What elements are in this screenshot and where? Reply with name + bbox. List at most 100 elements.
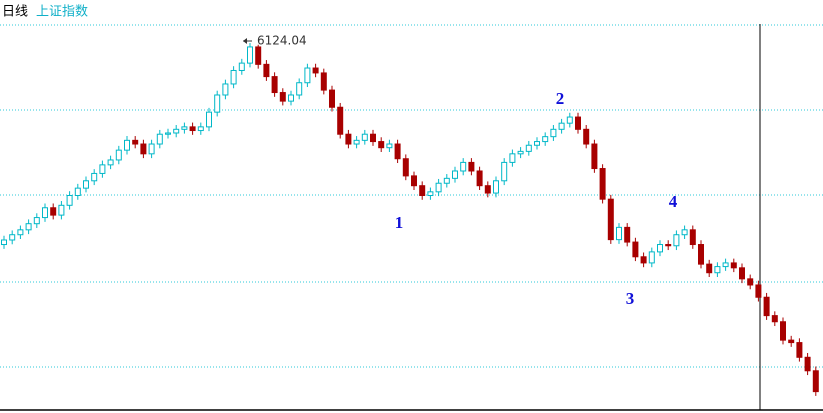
candle-body bbox=[33, 217, 40, 225]
candle-body bbox=[689, 229, 696, 246]
candle-body bbox=[411, 175, 417, 187]
candle-body bbox=[747, 278, 754, 286]
candle-body bbox=[42, 207, 48, 219]
candle-body bbox=[550, 128, 557, 138]
candle-body bbox=[714, 266, 721, 274]
candle-body bbox=[156, 133, 163, 145]
candle-body bbox=[648, 251, 655, 264]
candle-body bbox=[279, 92, 286, 102]
candle-body bbox=[230, 69, 237, 85]
candle-body bbox=[50, 207, 57, 216]
candle-body bbox=[189, 126, 196, 132]
candle-body bbox=[25, 223, 32, 231]
peak-arrow-head bbox=[243, 38, 247, 44]
candle-body bbox=[345, 133, 352, 145]
wave-label: 4 bbox=[669, 192, 678, 211]
candle-body bbox=[583, 128, 590, 145]
period-label: 日线 bbox=[2, 5, 28, 20]
candle-body bbox=[124, 139, 130, 151]
candle-body bbox=[706, 263, 713, 274]
candle-body bbox=[1, 239, 7, 246]
candle-body bbox=[788, 339, 795, 344]
wave-label: 1 bbox=[395, 213, 404, 232]
candle-body bbox=[780, 321, 786, 341]
candle-body bbox=[722, 262, 729, 268]
candle-body bbox=[361, 133, 368, 141]
candle-body bbox=[337, 106, 344, 135]
candle-body bbox=[591, 143, 598, 170]
candle-body bbox=[640, 256, 647, 264]
candle-body bbox=[66, 195, 73, 206]
candle-body bbox=[58, 204, 65, 216]
candle-body bbox=[247, 46, 253, 64]
candle-body bbox=[181, 126, 188, 130]
candle-body bbox=[804, 356, 811, 372]
candle-body bbox=[74, 187, 81, 197]
candle-body bbox=[148, 143, 155, 155]
candle-body bbox=[665, 244, 672, 247]
candle-body bbox=[238, 62, 245, 71]
candles bbox=[1, 43, 819, 396]
candle-body bbox=[599, 168, 606, 200]
candle-body bbox=[255, 46, 262, 65]
wave-label: 2 bbox=[556, 89, 565, 108]
candle-body bbox=[197, 126, 204, 132]
candle-body bbox=[370, 133, 376, 143]
candle-body bbox=[394, 143, 401, 160]
candle-body bbox=[624, 226, 631, 243]
candle-body bbox=[501, 161, 508, 182]
candle-body bbox=[83, 180, 89, 189]
candle-body bbox=[517, 150, 524, 155]
candle-body bbox=[378, 141, 385, 149]
candle-body bbox=[468, 161, 475, 172]
candle-body bbox=[763, 296, 770, 317]
candle-body bbox=[542, 136, 549, 143]
candle-body bbox=[115, 149, 122, 161]
candle-body bbox=[214, 94, 221, 113]
candle-body bbox=[484, 185, 491, 194]
chart-title: 上证指数 bbox=[36, 5, 88, 20]
candle-body bbox=[312, 67, 319, 74]
candle-body bbox=[206, 111, 212, 128]
candle-body bbox=[402, 158, 409, 177]
candle-body bbox=[435, 182, 442, 193]
candle-body bbox=[534, 141, 540, 146]
candle-body bbox=[99, 164, 106, 174]
candle-body bbox=[607, 198, 614, 241]
candle-body bbox=[107, 159, 114, 166]
candle-body bbox=[132, 139, 139, 145]
candle-body bbox=[796, 342, 803, 358]
candle-body bbox=[9, 234, 16, 241]
candle-body bbox=[271, 76, 278, 94]
candle-body bbox=[509, 153, 516, 163]
candle-body bbox=[165, 132, 171, 135]
candle-body bbox=[460, 161, 467, 172]
candle-body bbox=[681, 229, 688, 236]
candle-body bbox=[657, 244, 663, 253]
candle-body bbox=[296, 82, 303, 96]
candle-body bbox=[140, 143, 147, 155]
candle-body bbox=[386, 143, 393, 149]
candle-body bbox=[812, 370, 819, 393]
peak-label: 6124.04 bbox=[257, 34, 307, 48]
candle-body bbox=[419, 185, 426, 197]
candle-body bbox=[632, 241, 639, 258]
candle-body bbox=[320, 72, 327, 91]
wave-label: 3 bbox=[626, 289, 635, 308]
candle-body bbox=[263, 63, 270, 78]
candle-body bbox=[222, 83, 229, 96]
candle-body bbox=[698, 244, 704, 265]
candle-body bbox=[173, 128, 180, 134]
candle-body bbox=[17, 229, 24, 236]
candle-body bbox=[288, 94, 294, 102]
candle-body bbox=[427, 191, 434, 197]
candle-body bbox=[739, 267, 745, 280]
candle-body bbox=[673, 234, 680, 247]
candle-body bbox=[575, 116, 581, 130]
candle-body bbox=[730, 262, 737, 269]
candle-body bbox=[525, 144, 532, 152]
candle-body bbox=[566, 116, 573, 124]
candle-body bbox=[329, 89, 335, 108]
